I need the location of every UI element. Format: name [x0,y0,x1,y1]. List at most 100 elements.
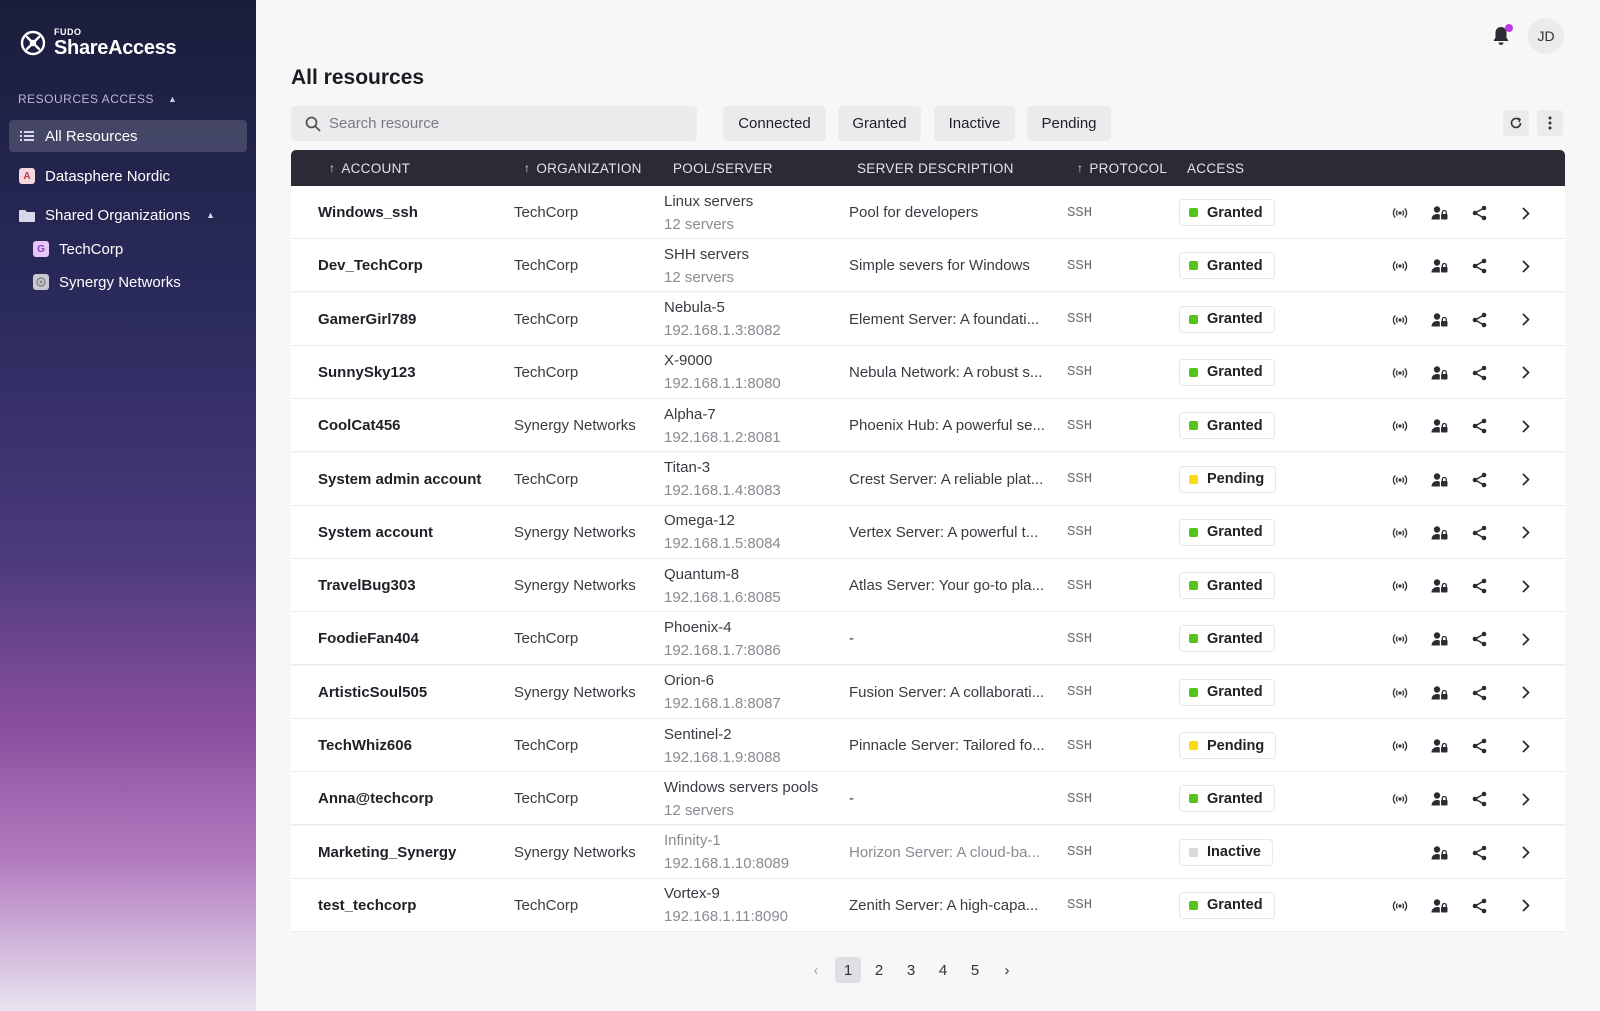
pagination-page-3[interactable]: 3 [906,961,916,979]
column-access[interactable]: ACCESS [1187,160,1245,176]
table-row[interactable]: ArtisticSoul505 Synergy Networks Orion-6 19… [291,665,1565,719]
user-lock-icon[interactable] [1428,788,1450,810]
connect-broadcast-icon[interactable] [1389,682,1411,704]
chevron-right-icon[interactable] [1515,628,1537,650]
chevron-right-icon[interactable] [1515,895,1537,917]
connect-broadcast-icon[interactable] [1389,415,1411,437]
column-server-description[interactable]: SERVER DESCRIPTION [857,160,1014,176]
sidebar-subitem-techcorp[interactable]: G TechCorp [33,235,123,263]
chevron-right-icon[interactable] [1515,522,1537,544]
connect-broadcast-icon[interactable] [1389,628,1411,650]
table-row[interactable]: System account Synergy Networks Omega-12 19… [291,505,1565,559]
chevron-right-icon[interactable] [1515,202,1537,224]
chevron-right-icon[interactable] [1515,682,1537,704]
connect-broadcast-icon[interactable] [1389,522,1411,544]
user-lock-icon[interactable] [1428,842,1450,864]
filter-inactive[interactable]: Inactive [934,106,1015,141]
chevron-right-icon[interactable] [1515,415,1537,437]
filter-granted[interactable]: Granted [838,106,921,141]
search-input[interactable] [329,115,669,132]
user-lock-icon[interactable] [1428,682,1450,704]
table-row[interactable]: Windows_ssh TechCorp Linux servers 12 serve… [291,186,1565,239]
user-lock-icon[interactable] [1428,895,1450,917]
sidebar-item-shared-organizations[interactable]: Shared Organizations ▲ [9,199,247,231]
avatar[interactable]: JD [1528,18,1564,54]
share-icon[interactable] [1468,255,1490,277]
connect-broadcast-icon[interactable] [1389,309,1411,331]
user-lock-icon[interactable] [1428,415,1450,437]
more-options-button[interactable] [1537,110,1563,136]
share-icon[interactable] [1468,788,1490,810]
chevron-right-icon[interactable] [1515,788,1537,810]
pagination-page-2[interactable]: 2 [874,961,884,979]
pagination-page-5[interactable]: 5 [970,961,980,979]
connect-broadcast-icon[interactable] [1389,469,1411,491]
user-lock-icon[interactable] [1428,309,1450,331]
table-row[interactable]: TechWhiz606 TechCorp Sentinel-2 192.168.1.9… [291,719,1565,772]
share-icon[interactable] [1468,362,1490,384]
chevron-right-icon[interactable] [1515,575,1537,597]
share-icon[interactable] [1468,415,1490,437]
user-lock-icon[interactable] [1428,202,1450,224]
column-protocol[interactable]: ↑ PROTOCOL [1077,160,1168,176]
table-row[interactable]: Dev_TechCorp TechCorp SHH servers 12 server… [291,239,1565,293]
share-icon[interactable] [1468,522,1490,544]
sidebar-subitem-synergy-networks[interactable]: Synergy Networks [33,268,181,296]
table-row[interactable]: SunnySky123 TechCorp X-9000 192.168.1.1:808… [291,345,1565,399]
user-lock-icon[interactable] [1428,362,1450,384]
chevron-right-icon[interactable] [1515,842,1537,864]
chevron-right-icon[interactable] [1515,469,1537,491]
share-icon[interactable] [1468,735,1490,757]
connect-broadcast-icon[interactable] [1389,788,1411,810]
chevron-right-icon[interactable] [1515,362,1537,384]
user-lock-icon[interactable] [1428,628,1450,650]
table-row[interactable]: CoolCat456 Synergy Networks Alpha-7 192.168… [291,399,1565,453]
pagination-page-1[interactable]: 1 [835,957,861,983]
chevron-right-icon[interactable] [1515,255,1537,277]
connect-broadcast-icon[interactable] [1389,255,1411,277]
user-lock-icon[interactable] [1428,735,1450,757]
share-icon[interactable] [1468,682,1490,704]
connect-broadcast-icon[interactable] [1389,735,1411,757]
table-row[interactable]: TravelBug303 Synergy Networks Quantum-8 192… [291,559,1565,613]
search-box[interactable] [291,106,697,141]
share-icon[interactable] [1468,895,1490,917]
table-row[interactable]: System admin account TechCorp Titan-3 192.1… [291,452,1565,506]
share-icon[interactable] [1468,842,1490,864]
chevron-right-icon[interactable] [1515,309,1537,331]
connect-broadcast-icon[interactable] [1389,575,1411,597]
share-icon[interactable] [1468,202,1490,224]
pagination-page-4[interactable]: 4 [938,961,948,979]
column-pool-server[interactable]: POOL/SERVER [673,160,773,176]
connect-broadcast-icon[interactable] [1389,362,1411,384]
share-icon[interactable] [1468,628,1490,650]
sidebar-item-all-resources[interactable]: All Resources [9,120,247,152]
bell-icon[interactable] [1489,24,1513,48]
brand-logo[interactable]: FUDO ShareAccess [18,28,177,58]
pagination-next-button[interactable]: › [1004,961,1010,979]
user-lock-icon[interactable] [1428,469,1450,491]
share-icon[interactable] [1468,575,1490,597]
chevron-right-icon[interactable] [1515,735,1537,757]
refresh-button[interactable] [1503,110,1529,136]
sidebar-item-datasphere-nordic[interactable]: A Datasphere Nordic [9,160,247,192]
user-lock-icon[interactable] [1428,522,1450,544]
filter-pending[interactable]: Pending [1027,106,1111,141]
table-row[interactable]: Anna@techcorp TechCorp Windows servers poo… [291,772,1565,826]
table-row[interactable]: Marketing_Synergy Synergy Networks Infinit… [291,825,1565,879]
share-icon[interactable] [1468,469,1490,491]
pagination-prev-button[interactable]: ‹ [813,961,819,979]
status-dot [1189,261,1198,271]
user-lock-icon[interactable] [1428,575,1450,597]
table-row[interactable]: GamerGirl789 TechCorp Nebula-5 192.168.1.3:… [291,292,1565,346]
share-icon[interactable] [1468,309,1490,331]
filter-connected[interactable]: Connected [723,106,826,141]
table-row[interactable]: test_techcorp TechCorp Vortex-9 192.168.1.1… [291,878,1565,932]
user-lock-icon[interactable] [1428,255,1450,277]
connect-broadcast-icon[interactable] [1389,202,1411,224]
column-account[interactable]: ↑ ACCOUNT [329,160,411,176]
table-row[interactable]: FoodieFan404 TechCorp Phoenix-4 192.168.1.7… [291,612,1565,666]
connect-broadcast-icon[interactable] [1389,895,1411,917]
section-resources-access[interactable]: RESOURCES ACCESS ▲ [18,92,177,106]
column-organization[interactable]: ↑ ORGANIZATION [524,160,642,176]
